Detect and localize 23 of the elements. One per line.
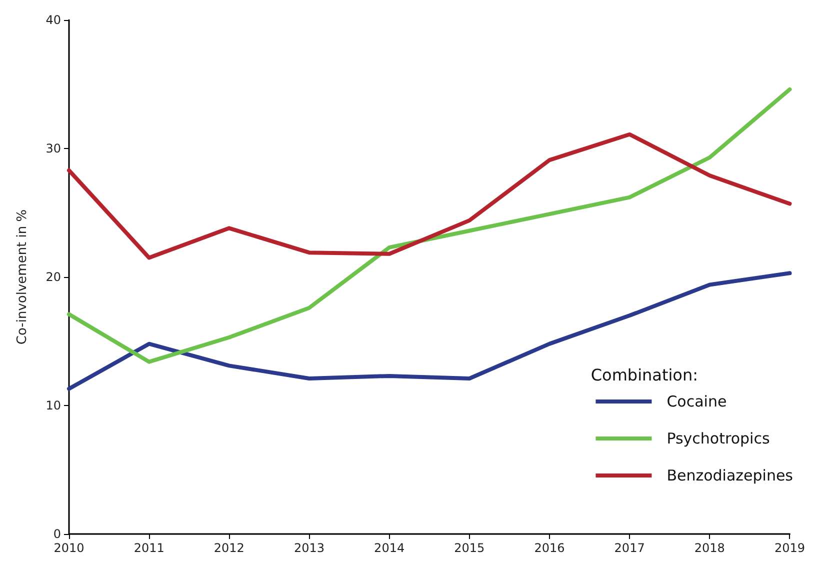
x-tick-label: 2014 (374, 541, 405, 555)
y-tick-label: 40 (46, 13, 61, 27)
line-series (67, 87, 792, 364)
x-tick-label: 2011 (134, 541, 164, 555)
legend-label: Cocaine (666, 392, 727, 410)
y-tick-label: 10 (46, 398, 61, 412)
x-tick-label: 2015 (454, 541, 485, 555)
legend-label: Psychotropics (666, 430, 770, 448)
legend-label: Benzodiazepines (666, 466, 794, 484)
y-axis-title: Co-involvement in % (15, 209, 30, 345)
x-tick-label: 2019 (774, 541, 806, 555)
x-tick-label: 2013 (294, 541, 325, 555)
y-tick-label: 30 (46, 142, 61, 156)
x-tick-label: 2017 (614, 541, 645, 555)
line-series (67, 132, 792, 260)
x-tick-label: 2010 (54, 541, 84, 555)
x-tick-label: 2018 (694, 541, 725, 555)
legend-title: Combination: (590, 366, 698, 384)
x-tick-label: 2016 (534, 541, 565, 555)
y-tick-label: 20 (46, 270, 61, 284)
x-tick-label: 2012 (214, 541, 244, 555)
y-tick-label: 0 (53, 527, 61, 541)
line-series (67, 271, 792, 391)
